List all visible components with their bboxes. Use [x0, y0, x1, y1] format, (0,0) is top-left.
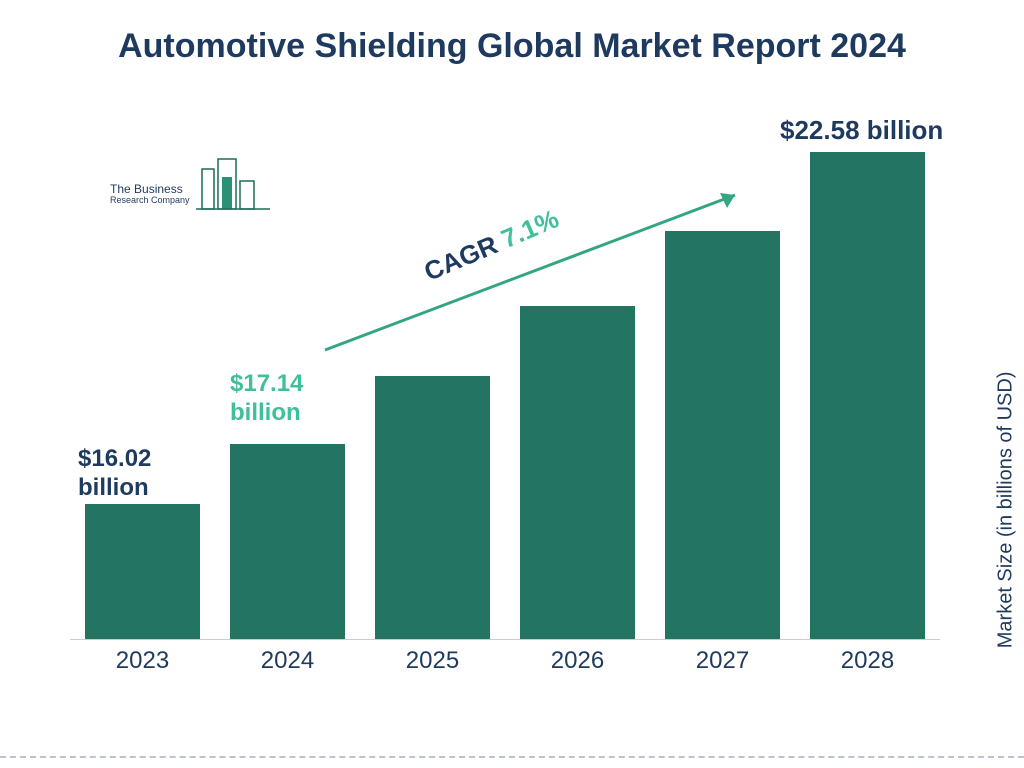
x-axis-label: 2025 [368, 647, 498, 675]
bars-container [70, 130, 940, 640]
y-axis-label: Market Size (in billions of USD) [995, 372, 1018, 649]
x-axis-label: 2023 [78, 647, 208, 675]
chart-title: Automotive Shielding Global Market Repor… [0, 0, 1024, 78]
bar [810, 152, 925, 639]
bar [665, 231, 780, 639]
bar-wrapper [513, 306, 643, 639]
bar-chart: 2023 2024 2025 2026 2027 2028 [70, 130, 940, 680]
x-axis-label: 2024 [223, 647, 353, 675]
bar-wrapper [803, 152, 933, 639]
x-axis-label: 2026 [513, 647, 643, 675]
x-axis-label: 2027 [658, 647, 788, 675]
bar [85, 504, 200, 639]
bar [375, 376, 490, 639]
bar-wrapper [223, 444, 353, 639]
bar-wrapper [658, 231, 788, 639]
bar [230, 444, 345, 639]
bar-wrapper [78, 504, 208, 639]
x-axis-label: 2028 [803, 647, 933, 675]
bar [520, 306, 635, 639]
x-axis-labels: 2023 2024 2025 2026 2027 2028 [70, 642, 940, 680]
bottom-divider [0, 756, 1024, 758]
bar-wrapper [368, 376, 498, 639]
